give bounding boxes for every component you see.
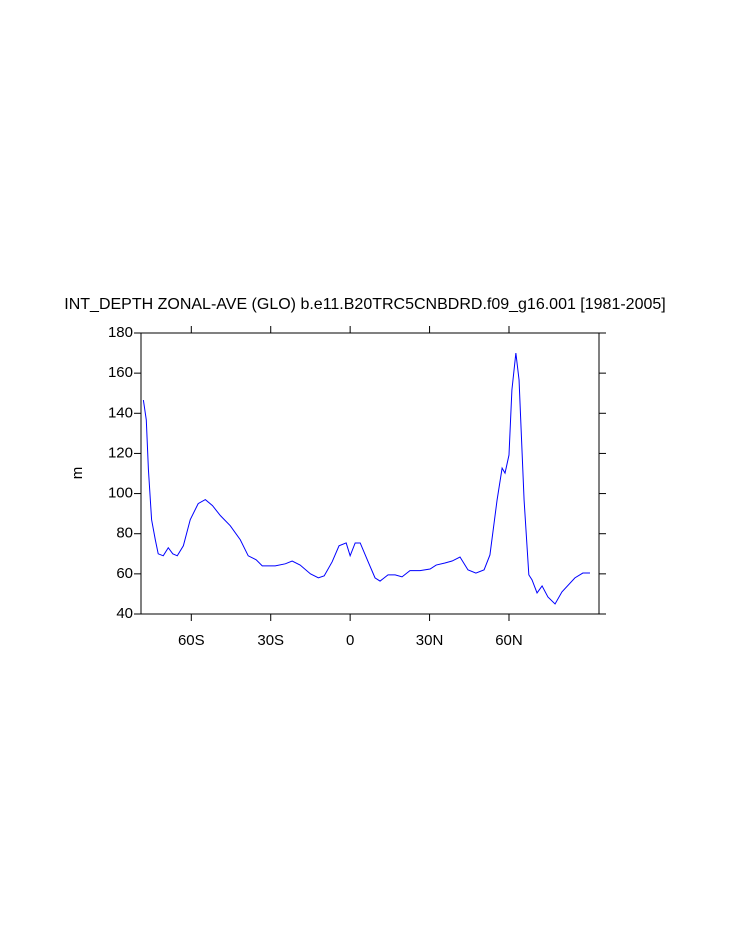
y-tick-label: 120 [108, 444, 133, 461]
y-tick-label: 140 [108, 404, 133, 421]
data-line [142, 353, 590, 605]
y-axis-label: m [69, 467, 86, 480]
x-tick-label: 60S [178, 632, 205, 649]
y-tick-label: 40 [116, 605, 133, 622]
x-tick-label: 30S [257, 632, 284, 649]
x-tick-label: 30N [416, 632, 444, 649]
x-tick-label: 60N [495, 632, 523, 649]
y-tick-label: 100 [108, 485, 133, 502]
y-tick-label: 180 [108, 324, 133, 341]
x-tick-label: 0 [346, 632, 354, 649]
y-tick-label: 60 [116, 565, 133, 582]
plot-frame [140, 332, 600, 615]
y-tick-label: 80 [116, 525, 133, 542]
chart-title: INT_DEPTH ZONAL-AVE (GLO) b.e11.B20TRC5C… [64, 296, 665, 313]
y-tick-label: 160 [108, 364, 133, 381]
